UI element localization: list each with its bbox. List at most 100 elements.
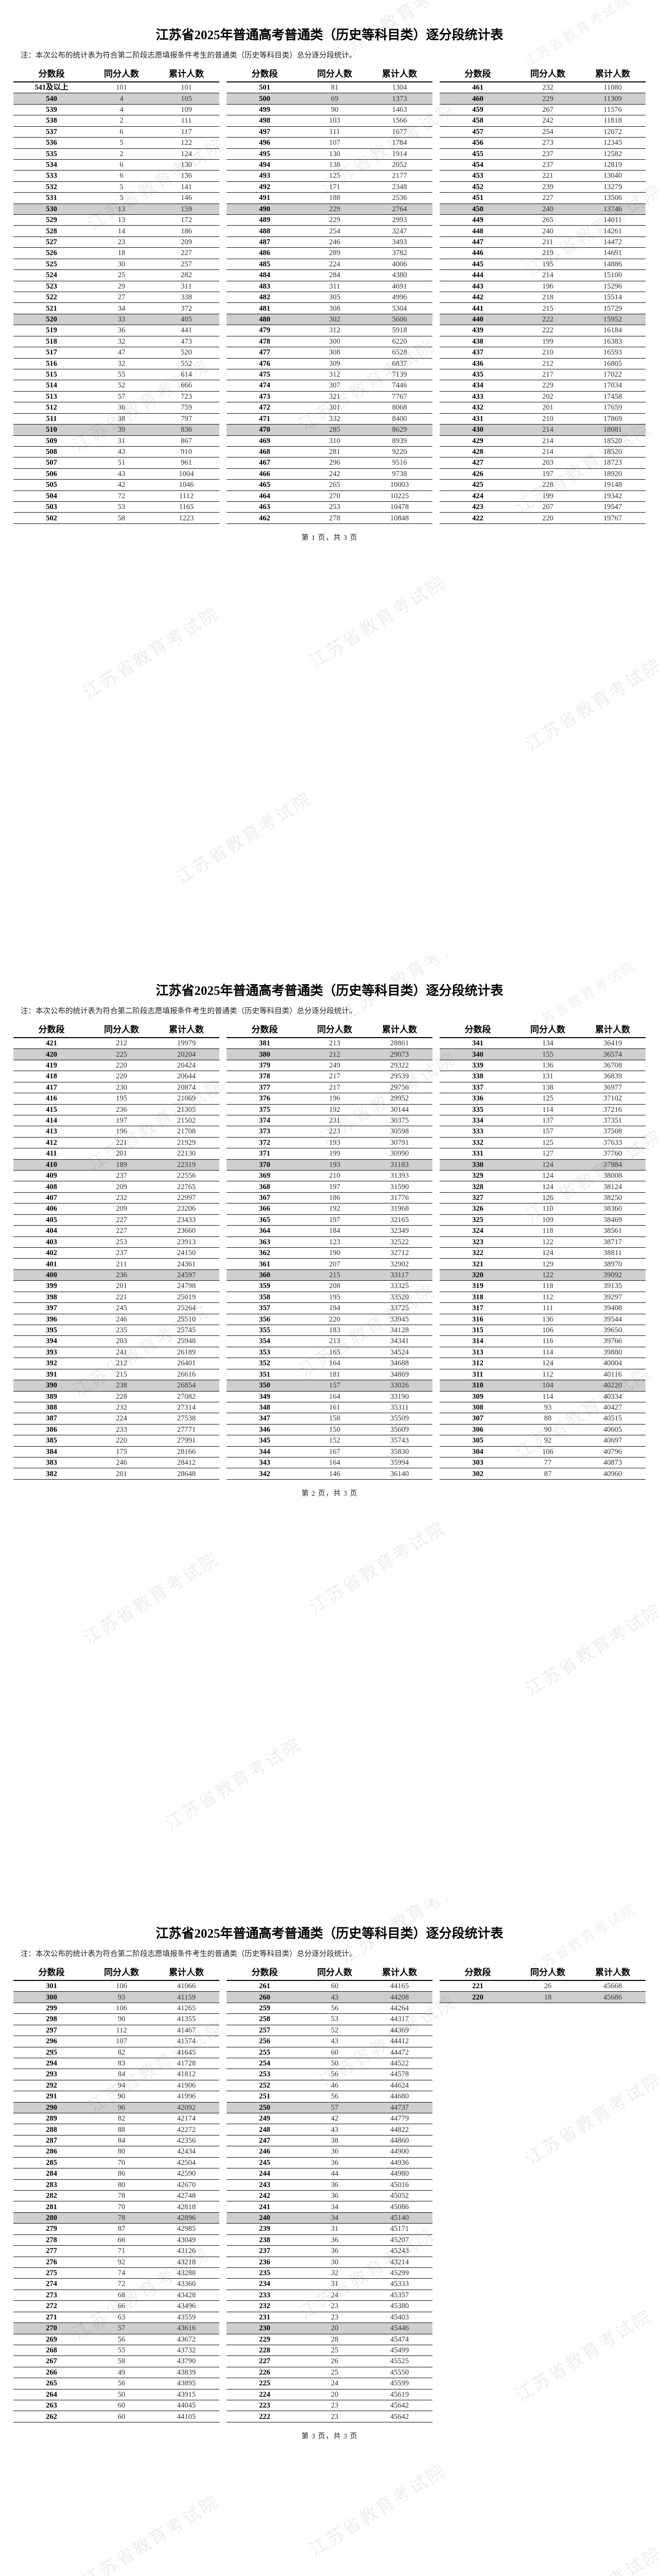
table-row: 279 87 42985 bbox=[13, 2223, 219, 2235]
cell-same-score-count: 302 bbox=[303, 314, 367, 326]
cell-cumulative-count: 33520 bbox=[367, 1292, 432, 1303]
cell-same-score-count: 106 bbox=[90, 2003, 153, 2014]
cell-score-range: 540 bbox=[13, 93, 90, 105]
cell-score-range: 441 bbox=[440, 302, 516, 314]
cell-same-score-count: 14 bbox=[90, 225, 153, 237]
cell-score-range: 320 bbox=[440, 1269, 516, 1281]
table-row: 334 137 37351 bbox=[440, 1115, 646, 1127]
column-header-2: 同分人数 bbox=[516, 65, 580, 82]
cell-same-score-count: 36 bbox=[303, 2179, 367, 2191]
table-row: 410 189 22319 bbox=[13, 1159, 219, 1171]
cell-same-score-count: 227 bbox=[516, 192, 580, 204]
cell-cumulative-count: 43214 bbox=[367, 2257, 432, 2268]
cell-same-score-count: 36 bbox=[303, 2146, 367, 2158]
cell-same-score-count: 112 bbox=[516, 1292, 580, 1303]
cell-same-score-count: 23 bbox=[303, 2400, 367, 2412]
cell-cumulative-count: 31776 bbox=[367, 1192, 432, 1204]
cell-same-score-count: 296 bbox=[303, 457, 367, 469]
cell-cumulative-count: 33026 bbox=[367, 1380, 432, 1392]
cell-same-score-count: 90 bbox=[90, 2013, 153, 2025]
cell-cumulative-count: 41265 bbox=[153, 2003, 219, 2014]
cell-same-score-count: 6 bbox=[90, 170, 153, 182]
cell-same-score-count: 309 bbox=[303, 358, 367, 369]
cell-score-range: 226 bbox=[227, 2367, 303, 2379]
cell-same-score-count: 332 bbox=[303, 413, 367, 425]
page-2: 江苏省教育考试院 江苏省教育考试院 江苏省教育考试院 江苏省教育考试院 江苏省教… bbox=[0, 956, 659, 1899]
cell-cumulative-count: 338 bbox=[153, 292, 219, 303]
cell-cumulative-count: 11309 bbox=[580, 93, 646, 105]
table-row: 228 25 45499 bbox=[227, 2345, 432, 2357]
cell-same-score-count: 157 bbox=[303, 1380, 367, 1392]
cell-same-score-count: 254 bbox=[516, 126, 580, 138]
cell-same-score-count: 237 bbox=[90, 1247, 153, 1259]
cell-same-score-count: 218 bbox=[516, 292, 580, 303]
cell-cumulative-count: 45525 bbox=[367, 2355, 432, 2367]
cell-cumulative-count: 42748 bbox=[153, 2190, 219, 2202]
cell-cumulative-count: 22556 bbox=[153, 1170, 219, 1182]
table-row: 422 220 19767 bbox=[440, 512, 646, 524]
table-row: 425 228 19148 bbox=[440, 479, 646, 491]
cell-same-score-count: 229 bbox=[303, 204, 367, 215]
cell-same-score-count: 34 bbox=[303, 2212, 367, 2224]
cell-cumulative-count: 39650 bbox=[580, 1325, 646, 1336]
table-row: 428 214 18520 bbox=[440, 446, 646, 458]
cell-cumulative-count: 11576 bbox=[580, 104, 646, 116]
cell-score-range: 329 bbox=[440, 1170, 516, 1182]
page-footer: 第 1 页，共 3 页 bbox=[301, 534, 358, 542]
cell-same-score-count: 122 bbox=[516, 1236, 580, 1248]
cell-score-range: 254 bbox=[227, 2058, 303, 2070]
cell-score-range: 381 bbox=[227, 1038, 303, 1049]
cell-cumulative-count: 45140 bbox=[367, 2212, 432, 2224]
cell-score-range: 306 bbox=[440, 1424, 516, 1436]
cell-score-range: 243 bbox=[227, 2179, 303, 2191]
cell-score-range: 489 bbox=[227, 214, 303, 226]
cell-score-range: 415 bbox=[13, 1104, 90, 1115]
cell-score-range: 271 bbox=[13, 2312, 90, 2324]
column-header-1: 分数段 bbox=[227, 1964, 303, 1981]
cell-cumulative-count: 16593 bbox=[580, 347, 646, 359]
cell-cumulative-count: 34128 bbox=[367, 1325, 432, 1336]
cell-score-range: 224 bbox=[227, 2389, 303, 2401]
cell-score-range: 261 bbox=[227, 1980, 303, 1992]
cell-score-range: 234 bbox=[227, 2278, 303, 2290]
table-row: 314 116 39766 bbox=[440, 1335, 646, 1347]
watermark: 江苏省教育考试院 bbox=[172, 789, 316, 889]
table-row: 491 188 2536 bbox=[227, 192, 432, 204]
table-row: 459 267 11576 bbox=[440, 104, 646, 116]
table-row: 419 220 20424 bbox=[13, 1060, 219, 1072]
table-row: 245 36 44936 bbox=[227, 2157, 432, 2169]
table-row: 232 23 45380 bbox=[227, 2300, 432, 2312]
cell-cumulative-count: 42356 bbox=[153, 2135, 219, 2147]
cell-cumulative-count: 44680 bbox=[367, 2091, 432, 2103]
table-header-row: 分数段 同分人数 累计人数 bbox=[440, 1021, 646, 1038]
table-row: 464 270 10225 bbox=[227, 490, 432, 502]
table-row: 446 219 14691 bbox=[440, 247, 646, 259]
table-row: 327 126 38250 bbox=[440, 1192, 646, 1204]
cell-same-score-count: 68 bbox=[90, 2290, 153, 2301]
cell-same-score-count: 220 bbox=[90, 1071, 153, 1082]
cell-score-range: 437 bbox=[440, 347, 516, 359]
table-row: 499 90 1463 bbox=[227, 104, 432, 116]
cell-cumulative-count: 19979 bbox=[153, 1038, 219, 1049]
cell-score-range: 259 bbox=[227, 2003, 303, 2014]
cell-score-range: 377 bbox=[227, 1082, 303, 1094]
cell-same-score-count: 57 bbox=[90, 2323, 153, 2334]
cell-cumulative-count: 10225 bbox=[367, 490, 432, 502]
cell-cumulative-count: 39544 bbox=[580, 1314, 646, 1325]
table-row: 438 199 16383 bbox=[440, 336, 646, 348]
cell-score-range: 385 bbox=[13, 1435, 90, 1447]
table-row: 384 175 28166 bbox=[13, 1446, 219, 1458]
cell-score-range: 298 bbox=[13, 2013, 90, 2025]
table-row: 356 220 33945 bbox=[227, 1314, 432, 1325]
cell-same-score-count: 70 bbox=[90, 2201, 153, 2213]
cell-score-range: 459 bbox=[440, 104, 516, 116]
table-row: 469 310 8939 bbox=[227, 435, 432, 447]
cell-score-range: 366 bbox=[227, 1203, 303, 1215]
cell-score-range: 246 bbox=[227, 2146, 303, 2158]
cell-score-range: 435 bbox=[440, 369, 516, 381]
table-row: 381 213 28861 bbox=[227, 1038, 432, 1049]
cell-cumulative-count: 42590 bbox=[153, 2168, 219, 2180]
table-row: 226 25 45550 bbox=[227, 2367, 432, 2379]
cell-score-range: 355 bbox=[227, 1325, 303, 1336]
cell-score-range: 413 bbox=[13, 1126, 90, 1138]
